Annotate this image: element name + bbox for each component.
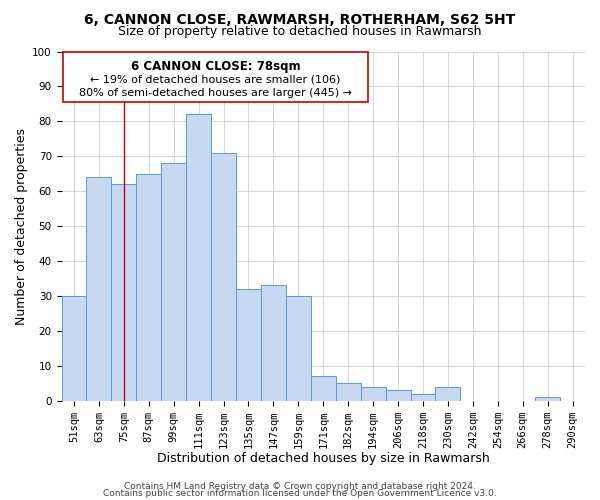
Bar [86, 177, 112, 400]
Text: ← 19% of detached houses are smaller (106): ← 19% of detached houses are smaller (10… [90, 74, 341, 84]
Bar [436, 386, 460, 400]
Bar [336, 383, 361, 400]
Bar [62, 296, 86, 401]
Bar [63, 52, 368, 102]
Bar [311, 376, 336, 400]
Text: Contains public sector information licensed under the Open Government Licence v3: Contains public sector information licen… [103, 490, 497, 498]
Text: 6 CANNON CLOSE: 78sqm: 6 CANNON CLOSE: 78sqm [131, 60, 300, 73]
Bar [261, 286, 286, 401]
Bar [410, 394, 436, 400]
Bar [136, 174, 161, 400]
Bar [286, 296, 311, 401]
Text: 6, CANNON CLOSE, RAWMARSH, ROTHERHAM, S62 5HT: 6, CANNON CLOSE, RAWMARSH, ROTHERHAM, S6… [85, 12, 515, 26]
X-axis label: Distribution of detached houses by size in Rawmarsh: Distribution of detached houses by size … [157, 452, 490, 465]
Bar [361, 386, 386, 400]
Bar [112, 184, 136, 400]
Text: 80% of semi-detached houses are larger (445) →: 80% of semi-detached houses are larger (… [79, 88, 352, 98]
Bar [236, 289, 261, 401]
Bar [161, 163, 186, 400]
Text: Contains HM Land Registry data © Crown copyright and database right 2024.: Contains HM Land Registry data © Crown c… [124, 482, 476, 491]
Bar [211, 152, 236, 400]
Text: Size of property relative to detached houses in Rawmarsh: Size of property relative to detached ho… [118, 25, 482, 38]
Bar [386, 390, 410, 400]
Y-axis label: Number of detached properties: Number of detached properties [15, 128, 28, 324]
Bar [186, 114, 211, 401]
Bar [535, 397, 560, 400]
